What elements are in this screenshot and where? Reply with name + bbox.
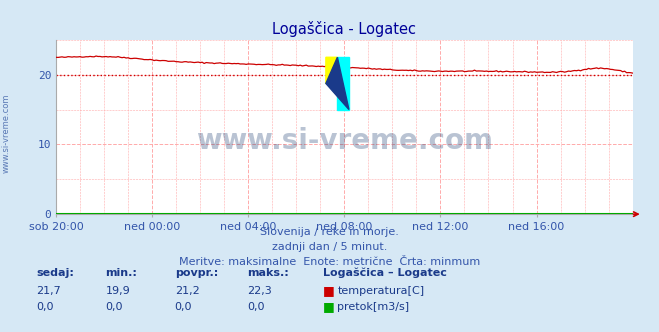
Polygon shape xyxy=(326,57,337,83)
Text: 0,0: 0,0 xyxy=(105,302,123,312)
Text: sedaj:: sedaj: xyxy=(36,268,74,278)
Text: 21,7: 21,7 xyxy=(36,286,61,296)
Polygon shape xyxy=(326,57,337,83)
Text: www.si-vreme.com: www.si-vreme.com xyxy=(196,127,493,155)
Text: 19,9: 19,9 xyxy=(105,286,130,296)
Title: Logaščica - Logatec: Logaščica - Logatec xyxy=(272,21,416,37)
Text: zadnji dan / 5 minut.: zadnji dan / 5 minut. xyxy=(272,242,387,252)
Text: Slovenija / reke in morje.: Slovenija / reke in morje. xyxy=(260,227,399,237)
Text: 0,0: 0,0 xyxy=(36,302,54,312)
Text: 0,0: 0,0 xyxy=(175,302,192,312)
Text: 21,2: 21,2 xyxy=(175,286,200,296)
Polygon shape xyxy=(326,57,349,110)
Text: temperatura[C]: temperatura[C] xyxy=(337,286,424,296)
Text: www.si-vreme.com: www.si-vreme.com xyxy=(2,93,11,173)
Text: povpr.:: povpr.: xyxy=(175,268,218,278)
Polygon shape xyxy=(337,57,349,110)
Text: ■: ■ xyxy=(323,300,335,313)
Text: Meritve: maksimalne  Enote: metrične  Črta: minmum: Meritve: maksimalne Enote: metrične Črta… xyxy=(179,257,480,267)
Text: maks.:: maks.: xyxy=(247,268,289,278)
Text: 0,0: 0,0 xyxy=(247,302,265,312)
Text: pretok[m3/s]: pretok[m3/s] xyxy=(337,302,409,312)
Text: 22,3: 22,3 xyxy=(247,286,272,296)
Text: min.:: min.: xyxy=(105,268,137,278)
Text: ■: ■ xyxy=(323,284,335,297)
Text: Logaščica – Logatec: Logaščica – Logatec xyxy=(323,268,447,278)
